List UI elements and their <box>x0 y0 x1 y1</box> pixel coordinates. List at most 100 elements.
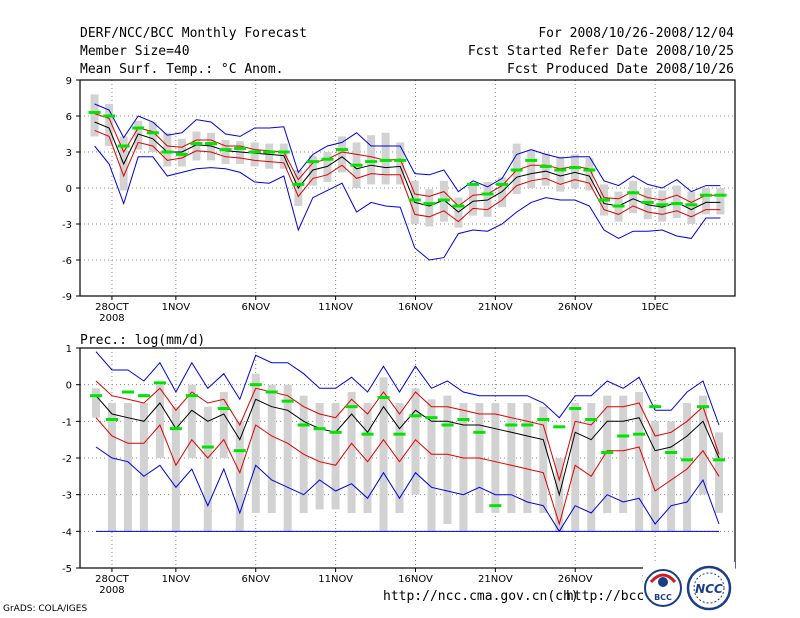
prec-mean-marker <box>505 423 518 427</box>
temp-mean-marker <box>146 131 159 135</box>
prec-year-label: 2008 <box>99 585 124 596</box>
bcc-logo: BCC <box>644 569 682 607</box>
prec-mean-marker <box>425 416 438 420</box>
prec-xtick-label: 11NOV <box>318 574 353 585</box>
temp-mean-marker <box>583 168 596 172</box>
temp-box <box>716 188 725 215</box>
prec-box <box>539 406 548 513</box>
prec-box <box>619 395 628 513</box>
prec-box <box>571 403 580 532</box>
temp-xtick-label: 11NOV <box>318 302 353 313</box>
temp-box <box>556 156 565 192</box>
prec-ytick-label: -1 <box>62 417 72 428</box>
temp-xtick-label: 26NOV <box>558 302 593 313</box>
temp-mean-marker <box>234 146 247 150</box>
prec-mean-marker <box>633 432 646 436</box>
prec-mean-marker <box>185 394 198 398</box>
prec-box <box>635 392 644 532</box>
prec-box <box>443 395 452 524</box>
start-date: Fcst Started Refer Date 2008/10/25 <box>467 44 734 59</box>
temp-mean-marker <box>568 166 581 170</box>
prec-box <box>699 395 708 495</box>
prec-box <box>203 406 212 532</box>
temp-box <box>265 143 274 169</box>
prec-mean-marker <box>121 390 134 394</box>
temp-box <box>425 189 434 227</box>
prec-mean-marker <box>569 407 582 410</box>
temp-mean-marker <box>277 150 290 154</box>
temp-ytick-label: -3 <box>62 220 72 231</box>
bcc-logo-text: BCC <box>654 593 672 602</box>
temp-box <box>498 177 507 208</box>
temp-mean-marker <box>379 158 392 162</box>
prec-box <box>171 406 180 532</box>
prec-mean-marker <box>441 423 454 427</box>
prec-box <box>235 421 244 532</box>
prec-mean-marker <box>601 451 614 454</box>
temp-box <box>629 180 638 214</box>
prec-mean-marker <box>153 381 166 385</box>
prec-box <box>283 384 292 532</box>
temp-xtick-label: 1DEC <box>641 302 668 313</box>
prec-mean-marker <box>169 427 182 431</box>
prec-mean-marker <box>105 418 118 421</box>
grads-credit: GrADS: COLA/IGES <box>3 604 88 614</box>
temp-mean-marker <box>190 142 203 146</box>
temp-box <box>527 149 536 188</box>
prec-box <box>91 388 100 418</box>
temp-mean-marker <box>117 144 130 148</box>
prec-box <box>411 388 420 495</box>
variable-label: Mean Surf. Temp.: °C Anom. <box>80 62 284 77</box>
prec-mean-marker <box>489 504 502 508</box>
prec-xtick-label: 1NOV <box>162 574 191 585</box>
temp-box <box>148 122 157 152</box>
prec-median-line <box>95 395 720 497</box>
temp-box <box>207 132 215 161</box>
temp-box <box>338 136 346 173</box>
temp-box <box>687 191 696 224</box>
prec-ytick-label: -3 <box>62 491 72 502</box>
ncc-logo: NCC <box>686 565 732 611</box>
temp-mean-marker <box>336 148 348 152</box>
prec-mean-marker <box>265 390 278 394</box>
temp-upper-line <box>94 113 721 207</box>
temp-box <box>90 94 99 137</box>
temp-ytick-label: 3 <box>66 148 72 159</box>
temp-box <box>367 135 376 185</box>
prec-upper-line <box>95 380 720 482</box>
temp-mean-marker <box>656 203 669 207</box>
temp-box <box>250 142 259 167</box>
footer-url-bcc[interactable]: http://bcc. <box>566 589 653 604</box>
temp-ytick-label: -6 <box>62 256 72 267</box>
footer-url-ch[interactable]: http://ncc.cma.gov.cn(ch) <box>383 589 579 604</box>
temp-mean-marker <box>699 193 712 197</box>
temp-mean-marker <box>452 204 465 208</box>
temp-xtick-label: 1NOV <box>162 302 191 313</box>
prec-ytick-label: -5 <box>62 564 72 575</box>
prec-box <box>347 392 356 513</box>
prec-xtick-label: 28OCT <box>95 574 130 585</box>
prec-box <box>219 392 228 458</box>
prec-max-line <box>95 351 720 426</box>
prec-xtick-label: 26NOV <box>558 574 593 585</box>
temp-mean-marker <box>248 150 261 154</box>
prec-mean-marker <box>553 425 566 429</box>
prec-box <box>491 403 500 513</box>
prec-box <box>139 403 148 532</box>
prec-box <box>123 403 132 532</box>
temp-ytick-label: 6 <box>66 112 72 123</box>
temp-mean-marker <box>423 202 436 206</box>
prec-mean-marker <box>697 405 710 409</box>
temp-mean-marker <box>510 168 523 172</box>
prec-title: Prec.: log(mm/d) <box>80 333 205 348</box>
temp-lower-line <box>94 129 721 223</box>
temp-mean-marker <box>539 164 552 168</box>
temp-mean-marker <box>641 200 654 204</box>
temp-box <box>570 154 579 188</box>
prec-xtick-label: 16NOV <box>398 574 433 585</box>
prec-mean-marker <box>665 451 678 454</box>
temp-box <box>672 185 681 218</box>
temp-mean-marker <box>88 110 101 114</box>
prec-box <box>603 395 612 513</box>
prec-mean-marker <box>377 396 390 399</box>
